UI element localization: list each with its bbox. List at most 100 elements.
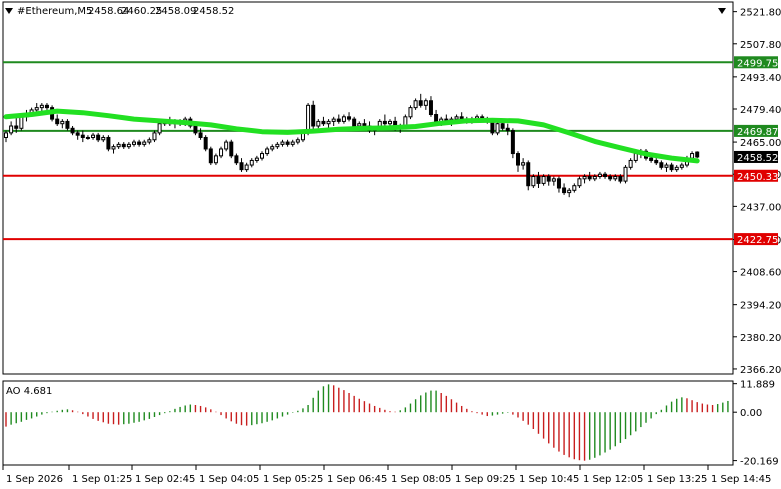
candle xyxy=(546,174,551,186)
candle-body xyxy=(198,132,203,138)
candle-body xyxy=(690,153,695,159)
candle xyxy=(674,165,679,172)
candle-body xyxy=(147,139,152,143)
candle-body xyxy=(55,118,60,125)
candle-body xyxy=(556,178,561,189)
candle xyxy=(9,121,14,136)
candle-body xyxy=(91,134,96,138)
price-tick-label: 2507.80 xyxy=(740,40,781,51)
price-panel[interactable]: 2521.802507.802493.402479.402465.002451.… xyxy=(2,1,781,376)
level-price-tag-bg xyxy=(734,124,778,137)
candle-body xyxy=(101,136,106,141)
candle xyxy=(382,114,387,126)
ohlc-close: 2458.52 xyxy=(193,6,234,17)
candle xyxy=(495,121,500,136)
candle xyxy=(331,116,336,126)
price-tick-label: 2394.20 xyxy=(740,301,781,312)
candle-body xyxy=(116,143,121,148)
candle xyxy=(413,98,418,110)
candle-body xyxy=(423,100,428,106)
candle xyxy=(628,158,633,170)
candle xyxy=(270,144,275,152)
candle-body xyxy=(623,166,628,182)
candle-body xyxy=(208,148,213,164)
candle xyxy=(618,174,623,184)
candle xyxy=(423,98,428,110)
candle-body xyxy=(572,185,577,191)
candle-body xyxy=(121,143,126,148)
current-price-tag-label: 2458.52 xyxy=(737,153,778,164)
shift-triangle-icon xyxy=(718,8,726,14)
time-tick-label: 1 Sep 12:05 xyxy=(583,474,643,485)
symbol-triangle-icon xyxy=(5,8,13,14)
ao-title: AO 4.681 xyxy=(6,386,52,397)
candle xyxy=(295,137,300,145)
candle xyxy=(4,130,8,143)
candle-body xyxy=(341,116,346,122)
candle-body xyxy=(152,132,157,141)
candle-body xyxy=(126,143,131,148)
candle-body xyxy=(679,164,684,168)
candle-body xyxy=(193,125,198,134)
candle-body xyxy=(618,176,623,182)
price-tags: 2499.75 2469.87 2450.33 2422.75 2458.52 xyxy=(734,56,778,246)
candle-body xyxy=(70,127,75,134)
candle-body xyxy=(536,176,541,184)
candle-body xyxy=(295,139,300,143)
ao-panel[interactable]: 11.889 0.00 -20.169 AO 4.681 xyxy=(2,380,779,468)
candle-body xyxy=(352,118,357,127)
time-tick-label: 1 Sep 2026 xyxy=(6,474,63,485)
ao-tick-label: 11.889 xyxy=(740,380,775,391)
candle-body xyxy=(213,155,218,164)
candle-body xyxy=(60,120,65,125)
time-tick-label: 1 Sep 10:45 xyxy=(519,474,579,485)
candle-body xyxy=(285,141,290,145)
candle xyxy=(152,130,157,143)
candle-body xyxy=(254,157,259,161)
price-tick-label: 2408.60 xyxy=(740,268,781,279)
candle-body xyxy=(490,120,495,134)
time-tick-label: 1 Sep 09:25 xyxy=(455,474,515,485)
level-price-tag-label: 2469.87 xyxy=(737,127,778,138)
candle-body xyxy=(674,166,679,171)
candle-body xyxy=(546,176,551,182)
candle-body xyxy=(659,162,664,168)
candle xyxy=(428,96,433,117)
candle xyxy=(321,116,326,126)
candle xyxy=(55,114,60,126)
candle-body xyxy=(582,176,587,180)
candle-body xyxy=(137,141,142,145)
candle xyxy=(521,158,526,170)
time-axis: 1 Sep 2026 1 Sep 01:25 1 Sep 02:45 1 Sep 04… xyxy=(2,465,771,485)
candle xyxy=(347,112,352,122)
candle-body xyxy=(311,104,316,127)
candle xyxy=(70,126,75,136)
candle-body xyxy=(75,132,80,136)
candle xyxy=(510,128,515,159)
candle xyxy=(14,116,19,133)
candle xyxy=(316,119,321,129)
candle-body xyxy=(388,120,392,125)
candle xyxy=(75,130,80,140)
candle-body xyxy=(14,125,19,129)
time-tick-label: 1 Sep 14:45 xyxy=(711,474,771,485)
candle xyxy=(65,119,70,131)
candle xyxy=(147,137,152,145)
candle xyxy=(679,162,684,170)
candle-body xyxy=(526,162,531,187)
candle-body xyxy=(357,123,362,127)
level-price-tag-bg xyxy=(734,56,778,69)
candlesticks xyxy=(4,93,700,198)
candle-body xyxy=(454,116,459,120)
candle xyxy=(116,142,121,149)
candle-body xyxy=(326,120,331,125)
ao-tick-label: -20.169 xyxy=(740,457,779,468)
ao-axis: 11.889 0.00 -20.169 xyxy=(733,380,779,468)
candle xyxy=(260,151,264,161)
level-price-tag: 2499.75 xyxy=(734,56,778,69)
time-tick-label: 1 Sep 02:45 xyxy=(135,474,195,485)
ao-tick-label: 0.00 xyxy=(740,408,762,419)
candle-body xyxy=(567,189,572,194)
candle xyxy=(213,153,218,166)
